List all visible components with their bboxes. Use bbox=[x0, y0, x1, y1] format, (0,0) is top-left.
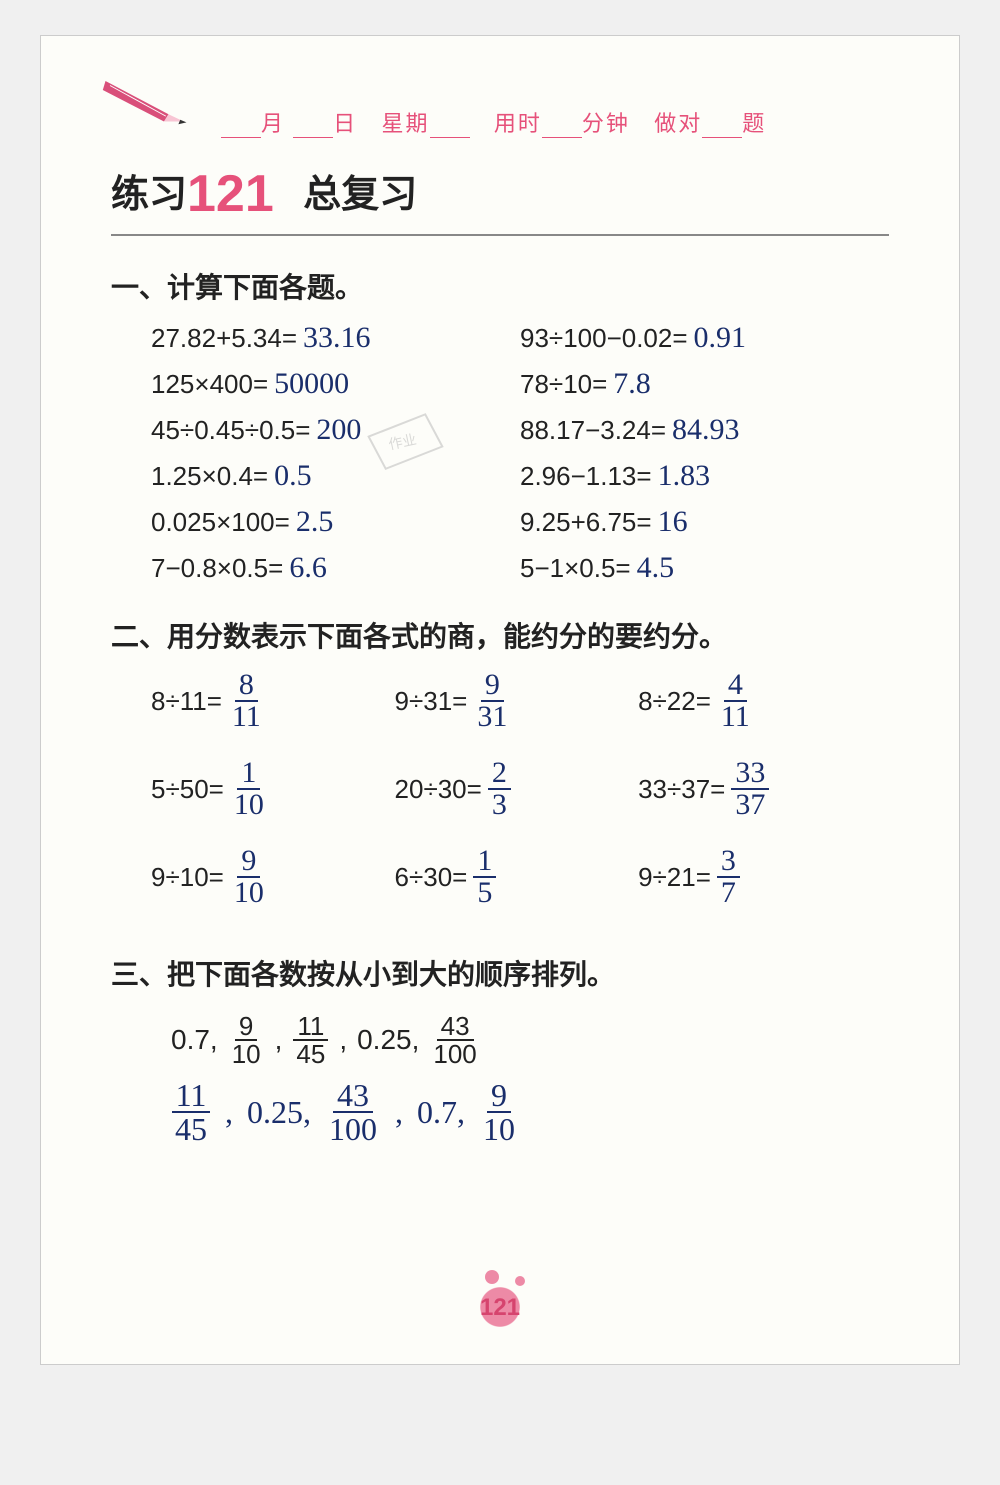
ans-frac: 110 bbox=[230, 758, 268, 820]
q: 33÷37= bbox=[638, 774, 725, 805]
pencil-icon bbox=[101, 76, 191, 131]
q: 45÷0.45÷0.5= bbox=[151, 415, 310, 446]
q: 9÷21= bbox=[638, 862, 711, 893]
frac: 43100 bbox=[429, 1013, 480, 1067]
section1-body: 27.82+5.34=33.16 93÷100−0.02=0.91 125×400… bbox=[111, 321, 889, 585]
q: 5−1×0.5= bbox=[520, 553, 631, 584]
q: 1.25×0.4= bbox=[151, 461, 268, 492]
ans-frac: 931 bbox=[473, 670, 511, 732]
ans: 2.5 bbox=[296, 505, 334, 539]
ans: 1.83 bbox=[658, 459, 711, 493]
label-correct: 做对 bbox=[654, 106, 702, 138]
q: 7−0.8×0.5= bbox=[151, 553, 283, 584]
q: 2.96−1.13= bbox=[520, 461, 652, 492]
title-row: 练习121 总复习 bbox=[111, 163, 889, 236]
ans: 4.5 bbox=[637, 551, 675, 585]
ans-frac: 3337 bbox=[731, 758, 769, 820]
ans-frac: 411 bbox=[717, 670, 754, 732]
q: 88.17−3.24= bbox=[520, 415, 666, 446]
q: 6÷30= bbox=[395, 862, 468, 893]
q: 9÷31= bbox=[395, 686, 468, 717]
section1-heading: 一、计算下面各题。 bbox=[111, 266, 889, 306]
header-meta: 月 日 星期 用时 分钟 做对 题 bbox=[221, 106, 889, 138]
label-time: 用时 bbox=[494, 106, 542, 138]
ans: 16 bbox=[658, 505, 688, 539]
label-month: 月 bbox=[261, 106, 285, 138]
ans-val: 0.25, bbox=[247, 1094, 311, 1131]
q: 5÷50= bbox=[151, 774, 224, 805]
q: 125×400= bbox=[151, 369, 268, 400]
ans-frac: 910 bbox=[230, 846, 268, 908]
title-number: 121 bbox=[187, 165, 274, 223]
ans: 50000 bbox=[274, 367, 349, 401]
q: 8÷11= bbox=[151, 686, 222, 717]
val: 0.25, bbox=[357, 1024, 419, 1056]
ans-frac: 15 bbox=[473, 846, 496, 908]
ans-frac: 1145 bbox=[171, 1079, 211, 1145]
frac: 910 bbox=[228, 1013, 265, 1067]
q: 8÷22= bbox=[638, 686, 711, 717]
q: 78÷10= bbox=[520, 369, 607, 400]
section2-heading: 二、用分数表示下面各式的商，能约分的要约分。 bbox=[111, 615, 889, 655]
ans-frac: 910 bbox=[479, 1079, 519, 1145]
label-q: 题 bbox=[742, 106, 766, 138]
ans-val: 0.7, bbox=[417, 1094, 465, 1131]
q: 9÷10= bbox=[151, 862, 224, 893]
page-number-badge: 121 bbox=[465, 1274, 535, 1334]
q: 0.025×100= bbox=[151, 507, 290, 538]
q: 27.82+5.34= bbox=[151, 323, 297, 354]
q: 9.25+6.75= bbox=[520, 507, 652, 538]
ans: 200 bbox=[316, 413, 361, 447]
label-min: 分钟 bbox=[582, 106, 630, 138]
ans: 0.5 bbox=[274, 459, 312, 493]
worksheet-page: 月 日 星期 用时分钟 做对题 练习121 总复习 一、计算下面各题。 27.8… bbox=[40, 35, 960, 1365]
section2-body: 8÷11=811 9÷31=931 8÷22=411 5÷50=110 20÷3… bbox=[111, 670, 889, 908]
ans: 84.93 bbox=[672, 413, 740, 447]
q: 20÷30= bbox=[395, 774, 482, 805]
title-prefix: 练习 bbox=[111, 174, 187, 216]
ans-frac: 23 bbox=[488, 758, 511, 820]
section3-heading: 三、把下面各数按从小到大的顺序排列。 bbox=[111, 953, 889, 993]
ans-frac: 811 bbox=[228, 670, 265, 732]
ans: 0.91 bbox=[694, 321, 747, 355]
ans: 7.8 bbox=[613, 367, 651, 401]
section3-given: 0.7, 910, 1145, 0.25, 43100 bbox=[171, 1013, 889, 1067]
ans-frac: 37 bbox=[717, 846, 740, 908]
frac: 1145 bbox=[292, 1013, 329, 1067]
section3-answer: 1145, 0.25, 43100, 0.7, 910 bbox=[171, 1079, 889, 1145]
label-weekday: 星期 bbox=[382, 106, 430, 138]
label-day: 日 bbox=[333, 106, 357, 138]
ans: 33.16 bbox=[303, 321, 371, 355]
title-subtitle: 总复习 bbox=[303, 174, 417, 216]
page-number: 121 bbox=[465, 1294, 535, 1322]
val: 0.7, bbox=[171, 1024, 218, 1056]
ans: 6.6 bbox=[289, 551, 327, 585]
ans-frac: 43100 bbox=[325, 1079, 381, 1145]
q: 93÷100−0.02= bbox=[520, 323, 688, 354]
